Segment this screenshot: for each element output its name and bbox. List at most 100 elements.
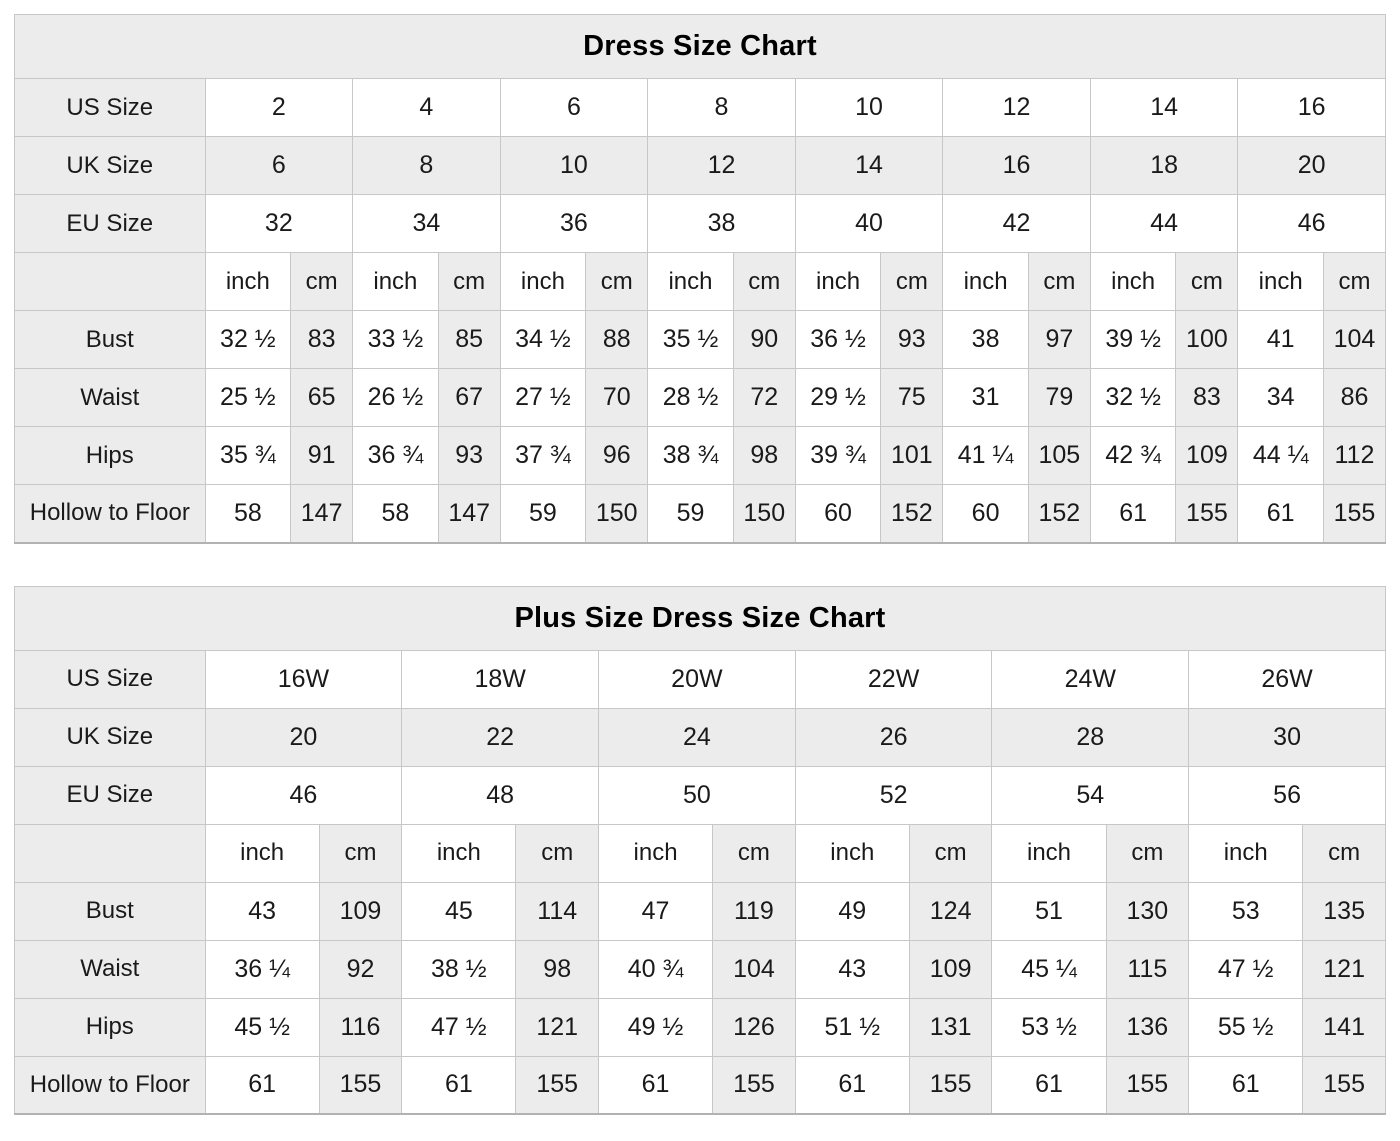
unit-row-label-cell bbox=[14, 252, 206, 311]
measurement-cm-cell: 135 bbox=[1302, 881, 1386, 941]
size-value-cell: 36 bbox=[499, 194, 649, 253]
unit-header-cm-cell: cm bbox=[1322, 252, 1387, 311]
unit-header-cm-cell: cm bbox=[1105, 823, 1190, 883]
measurement-cm-cell: 67 bbox=[437, 368, 501, 427]
measurement-inch-cell: 43 bbox=[204, 881, 320, 941]
unit-header-inch-cell: inch bbox=[647, 252, 734, 311]
table-row: inch cm inch cm inch cm inch cm inch cm inch cm inch… bbox=[14, 252, 1387, 311]
measurement-cm-cell: 92 bbox=[318, 939, 403, 999]
measurement-cm-cell: 75 bbox=[880, 368, 944, 427]
unit-header-inch-cell: inch bbox=[499, 252, 587, 311]
row-label-cell: Bust bbox=[14, 310, 206, 369]
size-value-cell: 22W bbox=[794, 649, 993, 709]
measurement-cm-cell: 104 bbox=[712, 939, 796, 999]
measurement-cm-cell: 93 bbox=[437, 426, 501, 485]
unit-header-inch-cell: inch bbox=[794, 252, 882, 311]
unit-header-inch-cell: inch bbox=[1237, 252, 1324, 311]
size-value-cell: 42 bbox=[942, 194, 1091, 253]
measurement-cm-cell: 91 bbox=[290, 426, 354, 485]
size-value-cell: 48 bbox=[401, 765, 600, 825]
size-value-cell: 10 bbox=[794, 78, 944, 137]
measurement-inch-cell: 34 bbox=[1237, 368, 1324, 427]
row-label-cell: Hips bbox=[14, 426, 206, 485]
unit-header-cm-cell: cm bbox=[290, 252, 354, 311]
size-value-cell: 8 bbox=[647, 78, 796, 137]
unit-header-inch-cell: inch bbox=[204, 252, 292, 311]
unit-row-label-cell bbox=[14, 823, 206, 883]
unit-header-cm-cell: cm bbox=[1027, 252, 1091, 311]
measurement-inch-cell: 38 ¾ bbox=[647, 426, 734, 485]
measurement-inch-cell: 60 bbox=[794, 484, 882, 543]
measurement-cm-cell: 86 bbox=[1322, 368, 1387, 427]
measurement-cm-cell: 112 bbox=[1322, 426, 1387, 485]
measurement-cm-cell: 83 bbox=[290, 310, 354, 369]
table-row: UK Size 20 22 24 26 28 30 bbox=[14, 707, 1386, 767]
table-row: EU Size 46 48 50 52 54 56 bbox=[14, 765, 1386, 825]
measurement-cm-cell: 98 bbox=[515, 939, 600, 999]
measurement-cm-cell: 88 bbox=[585, 310, 649, 369]
size-value-cell: 20 bbox=[1237, 136, 1386, 195]
measurement-cm-cell: 98 bbox=[732, 426, 796, 485]
unit-header-cm-cell: cm bbox=[1302, 823, 1386, 883]
table-row: Waist 36 ¼ 92 38 ½ 98 40 ¾ 104 43 109 45 ¼ 115 47 ½… bbox=[14, 939, 1386, 999]
size-value-cell: 10 bbox=[499, 136, 649, 195]
unit-header-inch-cell: inch bbox=[942, 252, 1029, 311]
measurement-inch-cell: 61 bbox=[794, 1055, 910, 1115]
measurement-inch-cell: 44 ¼ bbox=[1237, 426, 1324, 485]
table-row: Hollow to Floor 61 155 61 155 61 155 61 155 61 155… bbox=[14, 1055, 1386, 1115]
row-label-cell: EU Size bbox=[14, 765, 206, 825]
table-row: Plus Size Dress Size Chart bbox=[14, 585, 1386, 651]
unit-header-inch-cell: inch bbox=[1089, 252, 1177, 311]
size-value-cell: 38 bbox=[647, 194, 796, 253]
measurement-inch-cell: 49 ½ bbox=[598, 997, 714, 1057]
measurement-inch-cell: 36 ¾ bbox=[352, 426, 439, 485]
unit-header-cm-cell: cm bbox=[437, 252, 501, 311]
measurement-inch-cell: 33 ½ bbox=[352, 310, 439, 369]
measurement-cm-cell: 147 bbox=[437, 484, 501, 543]
unit-header-inch-cell: inch bbox=[991, 823, 1107, 883]
size-value-cell: 14 bbox=[794, 136, 944, 195]
measurement-inch-cell: 51 ½ bbox=[794, 997, 910, 1057]
measurement-inch-cell: 51 bbox=[991, 881, 1107, 941]
size-value-cell: 20W bbox=[598, 649, 796, 709]
size-value-cell: 16W bbox=[204, 649, 403, 709]
row-label-cell: Waist bbox=[14, 368, 206, 427]
measurement-inch-cell: 29 ½ bbox=[794, 368, 882, 427]
row-label-cell: Waist bbox=[14, 939, 206, 999]
row-label-cell: EU Size bbox=[14, 194, 206, 253]
measurement-inch-cell: 43 bbox=[794, 939, 910, 999]
measurement-cm-cell: 83 bbox=[1175, 368, 1239, 427]
measurement-inch-cell: 61 bbox=[204, 1055, 320, 1115]
measurement-cm-cell: 97 bbox=[1027, 310, 1091, 369]
measurement-inch-cell: 53 ½ bbox=[991, 997, 1107, 1057]
measurement-cm-cell: 65 bbox=[290, 368, 354, 427]
measurement-cm-cell: 155 bbox=[712, 1055, 796, 1115]
measurement-cm-cell: 114 bbox=[515, 881, 600, 941]
measurement-cm-cell: 85 bbox=[437, 310, 501, 369]
size-value-cell: 34 bbox=[352, 194, 501, 253]
size-value-cell: 46 bbox=[1237, 194, 1386, 253]
row-label-cell: UK Size bbox=[14, 136, 206, 195]
size-value-cell: 46 bbox=[204, 765, 403, 825]
row-label-cell: US Size bbox=[14, 649, 206, 709]
measurement-cm-cell: 96 bbox=[585, 426, 649, 485]
measurement-inch-cell: 37 ¾ bbox=[499, 426, 587, 485]
measurement-inch-cell: 36 ¼ bbox=[204, 939, 320, 999]
size-value-cell: 44 bbox=[1089, 194, 1239, 253]
measurement-inch-cell: 47 ½ bbox=[1188, 939, 1304, 999]
measurement-inch-cell: 35 ½ bbox=[647, 310, 734, 369]
row-label-cell: US Size bbox=[14, 78, 206, 137]
measurement-inch-cell: 58 bbox=[204, 484, 292, 543]
measurement-cm-cell: 155 bbox=[1175, 484, 1239, 543]
table-row: Bust 43 109 45 114 47 119 49 124 51 130 53 135 bbox=[14, 881, 1386, 941]
unit-header-inch-cell: inch bbox=[794, 823, 910, 883]
measurement-inch-cell: 28 ½ bbox=[647, 368, 734, 427]
size-value-cell: 16 bbox=[1237, 78, 1386, 137]
unit-header-inch-cell: inch bbox=[598, 823, 714, 883]
measurement-inch-cell: 61 bbox=[991, 1055, 1107, 1115]
measurement-inch-cell: 59 bbox=[647, 484, 734, 543]
measurement-inch-cell: 61 bbox=[1237, 484, 1324, 543]
row-label-cell: Hips bbox=[14, 997, 206, 1057]
measurement-cm-cell: 136 bbox=[1105, 997, 1190, 1057]
measurement-inch-cell: 42 ¾ bbox=[1089, 426, 1177, 485]
